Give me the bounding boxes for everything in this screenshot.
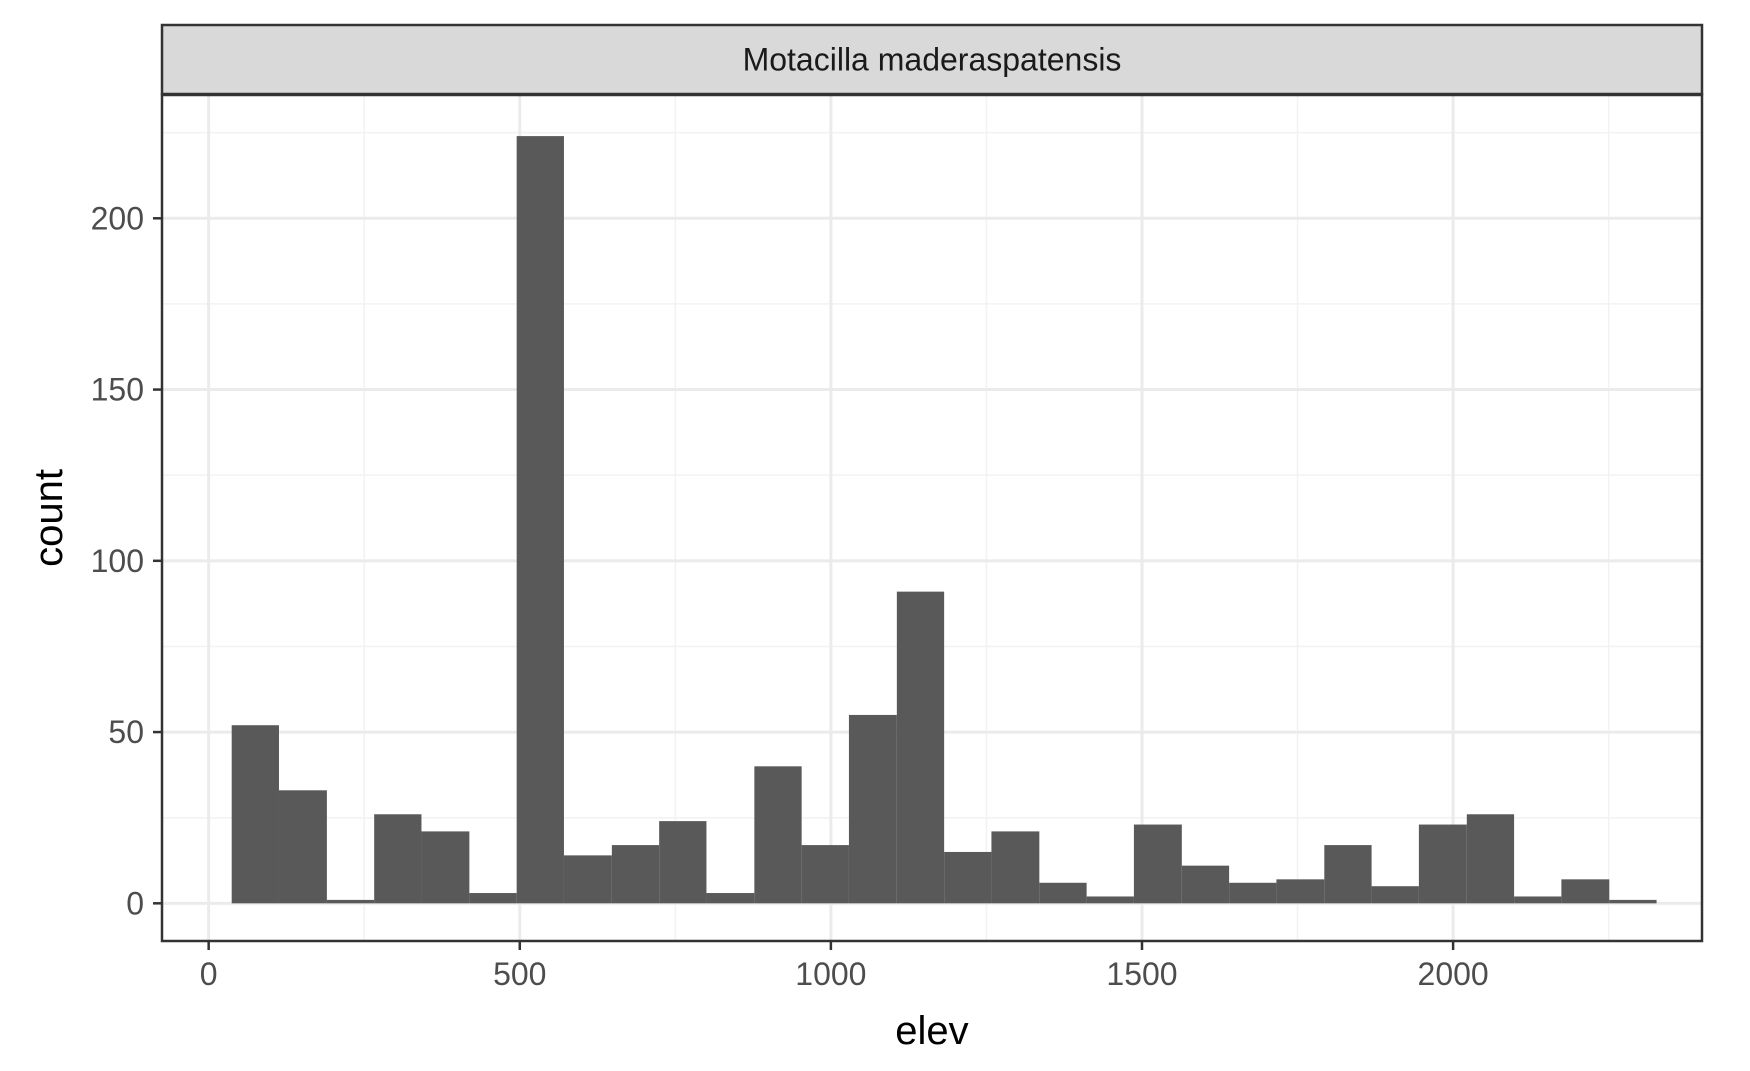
histogram-bar <box>1514 896 1562 904</box>
y-tick-label: 0 <box>126 885 144 921</box>
histogram-bar <box>326 899 375 904</box>
histogram-bar <box>1324 845 1372 904</box>
y-axis-title: count <box>27 469 71 567</box>
histogram-bar <box>1418 824 1467 904</box>
histogram-bar <box>659 821 707 904</box>
panel-border <box>160 93 1704 943</box>
histogram-bar <box>1133 824 1182 904</box>
histogram-bar <box>611 845 660 904</box>
histogram-bar <box>1086 896 1134 904</box>
minor-gridlines <box>162 95 1702 941</box>
y-tick-label: 100 <box>91 543 144 579</box>
histogram-bar <box>278 790 327 904</box>
facet-label: Motacilla maderaspatensis <box>743 42 1122 78</box>
x-tick-label: 500 <box>493 956 546 992</box>
y-axis: 0 50 100 150 200 <box>91 200 162 921</box>
histogram-bar <box>421 831 470 904</box>
histogram-bar <box>848 714 897 904</box>
histogram-bar <box>1276 879 1325 904</box>
histogram-bar <box>1561 879 1610 904</box>
histogram-bar <box>469 893 517 904</box>
y-tick-label: 150 <box>91 372 144 408</box>
histogram-bar <box>1181 865 1230 904</box>
facet-strip-background <box>160 23 1704 96</box>
x-axis: 0 500 1000 1500 2000 <box>200 941 1489 992</box>
x-axis-title: elev <box>895 1009 968 1053</box>
x-tick-label: 1500 <box>1106 956 1177 992</box>
histogram-bar <box>1609 899 1657 904</box>
histogram-bar <box>563 855 612 904</box>
histogram-bar <box>1371 886 1419 904</box>
x-tick-label: 1000 <box>795 956 866 992</box>
x-tick-label: 0 <box>200 956 218 992</box>
histogram-bar <box>896 591 945 904</box>
plot-panel <box>160 93 1704 943</box>
histogram-bar <box>1229 882 1277 904</box>
histogram-bars <box>231 136 1657 904</box>
histogram-bar <box>801 845 849 904</box>
histogram-bar <box>231 725 279 904</box>
histogram-bar <box>374 814 422 904</box>
x-tick-label: 2000 <box>1418 956 1489 992</box>
histogram-bar <box>516 136 564 904</box>
histogram-bar <box>991 831 1040 904</box>
facet-strip: Motacilla maderaspatensis <box>160 23 1704 96</box>
y-tick-label: 200 <box>91 200 144 236</box>
histogram-bar <box>944 851 992 904</box>
histogram-bar <box>754 766 802 904</box>
histogram-bar <box>1039 882 1087 904</box>
histogram-bar <box>1466 814 1515 904</box>
y-tick-label: 50 <box>108 714 144 750</box>
histogram-bar <box>706 893 755 904</box>
